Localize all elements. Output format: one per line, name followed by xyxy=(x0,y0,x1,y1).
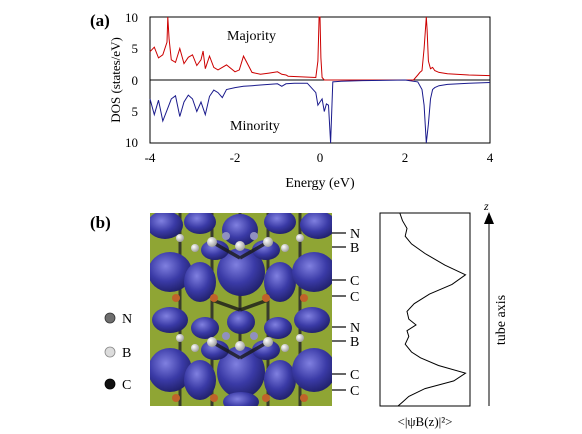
profile-frame xyxy=(379,212,471,407)
boron-atom-icon xyxy=(104,346,116,358)
legend-label-n: N xyxy=(122,312,132,327)
x-tick-label: -4 xyxy=(145,150,156,165)
carbon-atom-icon xyxy=(104,378,116,390)
x-tick-label: 2 xyxy=(402,150,409,165)
panel-b-label: (b) xyxy=(90,213,111,232)
tube-axis-arrow-icon xyxy=(484,212,494,224)
layer-label: B xyxy=(350,241,359,256)
y-tick-label: 0 xyxy=(132,73,139,88)
legend-label-c: C xyxy=(122,378,131,393)
majority-dos-line xyxy=(149,16,491,81)
nitrogen-atom-icon xyxy=(104,312,116,324)
majority-label: Majority xyxy=(227,29,276,44)
y-tick-label: 10 xyxy=(125,10,138,25)
y-tick-label: 5 xyxy=(132,41,139,56)
wavefunction-isosurface-image xyxy=(150,213,332,406)
y-tick-label: 10 xyxy=(125,135,138,150)
legend-label-b: B xyxy=(122,346,131,361)
x-tick-label: 4 xyxy=(487,150,494,165)
x-tick-label: 0 xyxy=(317,150,324,165)
atom-legend: N B C xyxy=(104,312,132,393)
dos-ylabel: DOS (states/eV) xyxy=(108,37,123,123)
panel-a-label: (a) xyxy=(90,11,110,30)
x-tick-label: -2 xyxy=(230,150,241,165)
minority-label: Minority xyxy=(230,119,280,134)
wavefunction-profile-curve xyxy=(397,212,467,407)
profile-xlabel: <|ψB(z)|²> xyxy=(397,414,452,429)
y-tick-label: 5 xyxy=(132,104,139,119)
dos-xlabel: Energy (eV) xyxy=(285,176,355,191)
tube-axis-label: tube axis xyxy=(494,295,509,345)
layer-ticks xyxy=(332,232,346,391)
minority-dos-line xyxy=(149,79,491,144)
layer-label: N xyxy=(350,321,360,336)
z-axis-label: z xyxy=(483,199,489,213)
layer-label: C xyxy=(350,368,359,383)
layer-label: C xyxy=(350,274,359,289)
layer-label: C xyxy=(350,384,359,399)
layer-label: N xyxy=(350,227,360,242)
layer-label: C xyxy=(350,290,359,305)
dos-curves xyxy=(149,16,491,144)
layer-label: B xyxy=(350,335,359,350)
